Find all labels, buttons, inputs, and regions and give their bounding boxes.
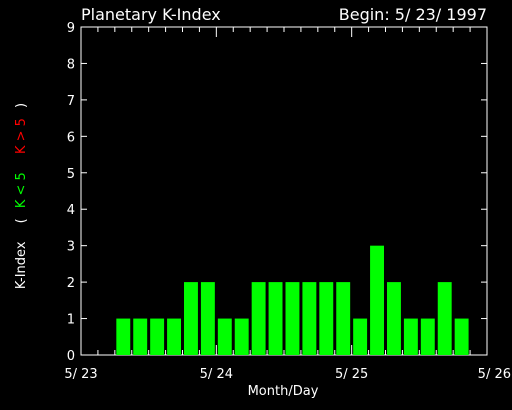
bar-17 — [370, 245, 384, 355]
y-tick-label-2: 2 — [67, 276, 75, 291]
y-tick-label-7: 7 — [67, 94, 75, 109]
bar-19 — [403, 318, 418, 355]
chart-begin-date: Begin: 5/ 23/ 1997 — [339, 5, 487, 24]
bar-4 — [150, 318, 165, 355]
bar-21 — [437, 282, 452, 355]
bar-15 — [336, 282, 351, 355]
y-axis-label-main: K-Index — [14, 241, 29, 289]
y-tick-label-3: 3 — [67, 240, 75, 255]
x-axis-ticks: 5/ 23 5/ 24 5/ 25 5/ 26 — [64, 27, 511, 382]
y-axis-label-high: K > 5 — [14, 118, 29, 154]
bar-14 — [319, 282, 334, 355]
bar-3 — [133, 318, 148, 355]
x-axis-label: Month/Day — [248, 384, 319, 399]
x-tick-label-0: 5/ 23 — [64, 367, 97, 382]
bar-2 — [116, 318, 131, 355]
y-tick-label-0: 0 — [67, 349, 75, 364]
y-axis-label-low: K < 5 — [14, 172, 29, 208]
bar-12 — [285, 282, 300, 355]
bar-5 — [167, 318, 181, 355]
bar-13 — [302, 282, 317, 355]
y-axis-ticks: 0 1 2 3 4 5 6 7 8 9 — [67, 21, 487, 364]
bar-16 — [353, 318, 368, 355]
y-tick-label-1: 1 — [67, 313, 75, 328]
bar-18 — [387, 282, 401, 355]
y-tick-label-8: 8 — [67, 57, 75, 72]
y-tick-label-9: 9 — [67, 21, 75, 36]
y-tick-label-4: 4 — [67, 203, 75, 218]
bar-7 — [200, 282, 215, 355]
y-axis-label: K-Index ( K < 5 K > 5 ) — [14, 103, 29, 289]
chart-title: Planetary K-Index — [81, 5, 221, 24]
bar-10 — [251, 282, 266, 355]
x-tick-label-1: 5/ 24 — [200, 367, 233, 382]
bar-11 — [268, 282, 283, 355]
bar-6 — [184, 282, 198, 355]
bar-9 — [234, 318, 249, 355]
bar-20 — [420, 318, 435, 355]
bars-group — [116, 245, 469, 355]
y-axis-label-open: ( — [14, 218, 29, 223]
plot-area: 0 1 2 3 4 5 6 7 8 9 5/ 23 5/ 24 5/ 25 5/ 26 — [64, 21, 511, 382]
y-tick-label-6: 6 — [67, 130, 75, 145]
x-tick-label-2: 5/ 25 — [335, 367, 368, 382]
bar-22 — [454, 318, 469, 355]
y-axis-label-close: ) — [14, 103, 29, 108]
x-tick-label-3: 5/ 26 — [478, 367, 511, 382]
bar-8 — [217, 318, 232, 355]
y-tick-label-5: 5 — [67, 167, 75, 182]
